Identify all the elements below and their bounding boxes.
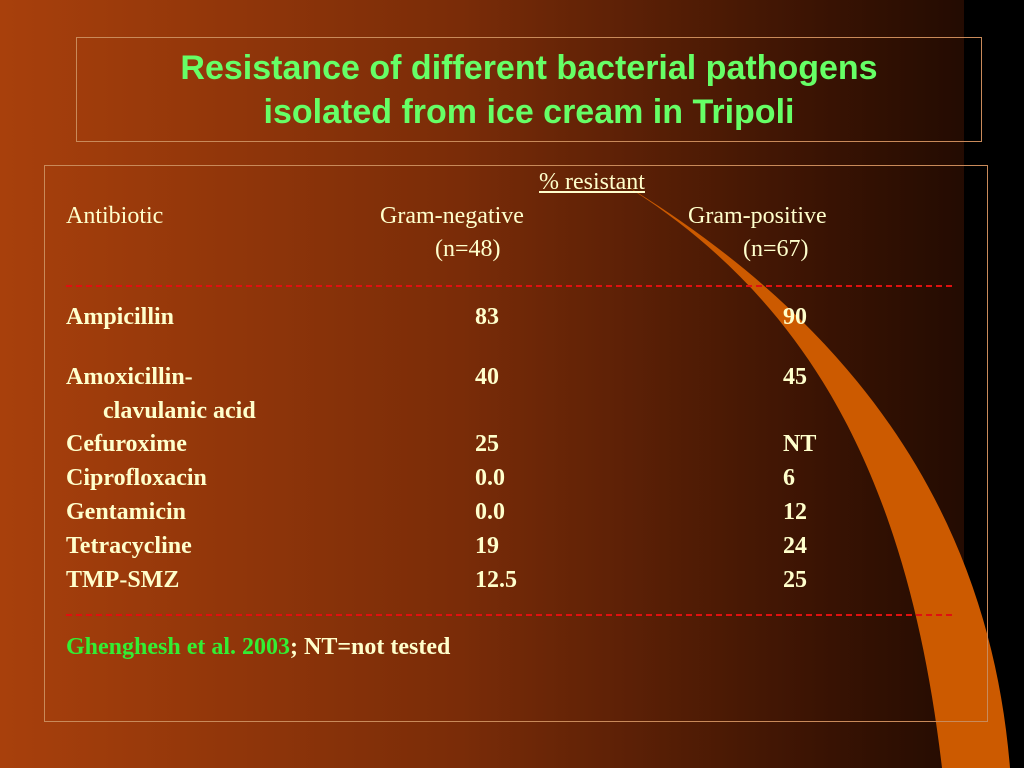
divider bbox=[66, 285, 952, 287]
antibiotic: Cefuroxime bbox=[66, 431, 187, 457]
cell-value: 0.0 bbox=[475, 499, 505, 525]
cell-value: 19 bbox=[475, 533, 499, 559]
cell-value: 12.5 bbox=[475, 567, 517, 593]
antibiotic: clavulanic acid bbox=[103, 398, 256, 424]
antibiotic: Tetracycline bbox=[66, 533, 192, 559]
cell-value: 45 bbox=[783, 364, 807, 390]
footer-note: ; NT=not tested bbox=[290, 634, 451, 660]
column-header: Gram-positive bbox=[688, 203, 827, 229]
group-header: % resistant bbox=[539, 169, 645, 195]
antibiotic: Ampicillin bbox=[66, 304, 175, 330]
antibiotic: Amoxicillin- bbox=[66, 364, 193, 390]
cell-value: 83 bbox=[475, 304, 499, 330]
antibiotic: Gentamicin bbox=[66, 499, 186, 525]
antibiotic: TMP-SMZ bbox=[66, 567, 180, 593]
table-box bbox=[44, 165, 988, 722]
cell-value: 24 bbox=[783, 533, 807, 559]
divider bbox=[66, 614, 952, 616]
cell-value: NT bbox=[783, 431, 817, 457]
title: Resistance of different bacterial pathog… bbox=[76, 46, 982, 134]
cell-value: 90 bbox=[783, 304, 807, 330]
footer-source: Ghenghesh et al. 2003 bbox=[66, 634, 291, 660]
cell-value: 25 bbox=[475, 431, 499, 457]
column-n: (n=48) bbox=[435, 236, 501, 262]
cell-value: 12 bbox=[783, 499, 807, 525]
cell-value: 0.0 bbox=[475, 465, 505, 491]
cell-value: 40 bbox=[475, 364, 499, 390]
title-line: isolated from ice cream in Tripoli bbox=[263, 93, 795, 131]
title-line: Resistance of different bacterial pathog… bbox=[180, 49, 878, 87]
column-header: Antibiotic bbox=[66, 203, 164, 229]
antibiotic: Ciprofloxacin bbox=[66, 465, 207, 491]
column-header: Gram-negative bbox=[380, 203, 524, 229]
column-n: (n=67) bbox=[743, 236, 809, 262]
cell-value: 6 bbox=[783, 465, 795, 491]
cell-value: 25 bbox=[783, 567, 807, 593]
title-box bbox=[76, 37, 982, 142]
